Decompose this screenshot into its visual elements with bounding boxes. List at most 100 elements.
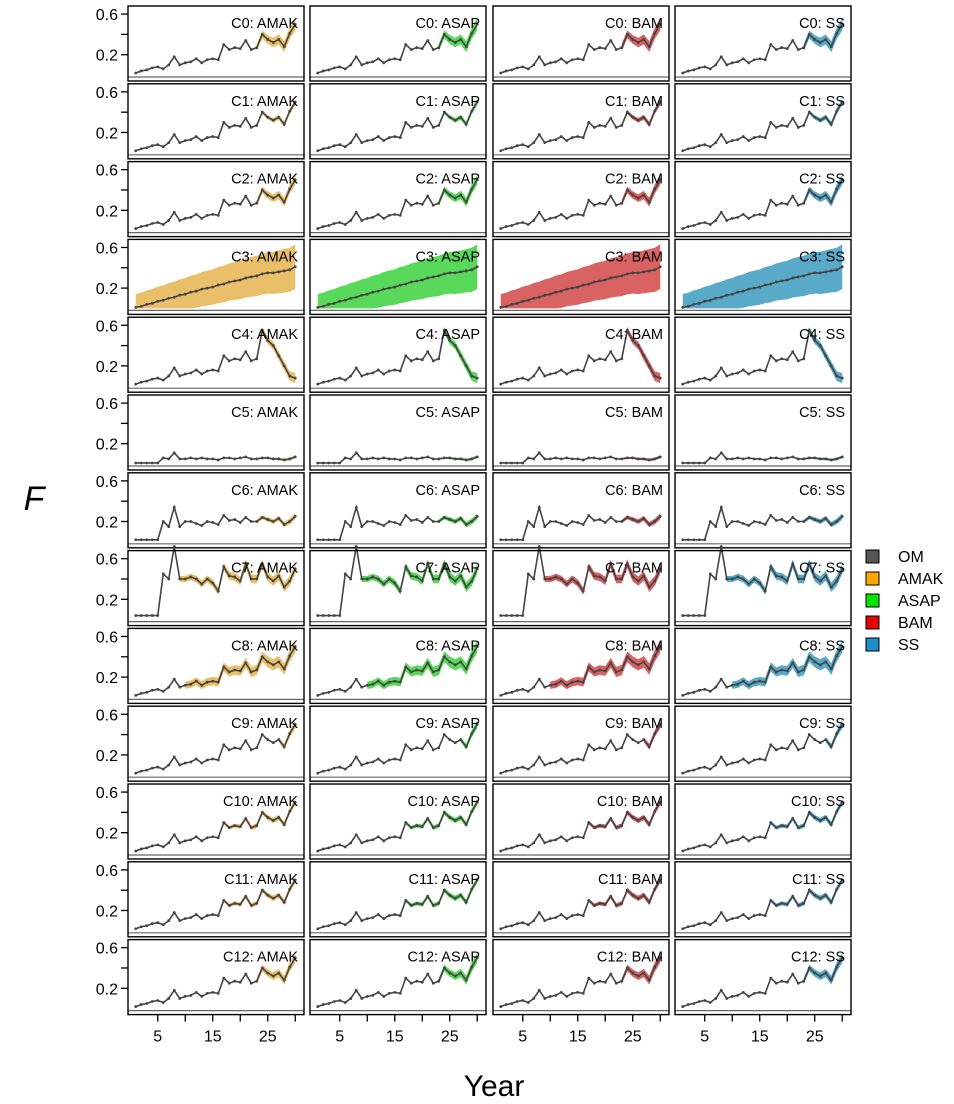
om-point — [592, 359, 596, 363]
om-point — [249, 48, 253, 52]
om-point — [365, 839, 369, 843]
om-point — [576, 835, 580, 839]
om-point — [387, 577, 391, 581]
om-point — [686, 1003, 690, 1006]
y-tick-label: 0.6 — [96, 552, 118, 569]
om-point — [543, 457, 547, 461]
om-point — [156, 538, 160, 542]
om-point — [475, 22, 479, 26]
om-point — [653, 457, 657, 461]
om-point — [587, 282, 591, 286]
om-point — [813, 738, 817, 742]
om-point — [570, 914, 574, 917]
om-point — [499, 71, 503, 75]
om-point — [332, 844, 336, 848]
om-point — [510, 302, 514, 306]
om-point — [752, 58, 756, 62]
om-point — [194, 577, 198, 581]
panel-label: C3: ASAP — [416, 249, 480, 265]
om-point — [813, 518, 817, 521]
om-point — [598, 457, 602, 461]
om-point — [625, 110, 629, 114]
om-point — [515, 688, 519, 692]
om-point — [565, 683, 569, 687]
om-point — [200, 287, 204, 291]
om-point — [576, 135, 580, 138]
om-point — [437, 357, 441, 361]
panel-C7-ASAP: C7: ASAP — [309, 545, 487, 627]
om-point — [642, 816, 646, 819]
om-point — [730, 520, 734, 523]
om-point — [255, 46, 259, 49]
om-point — [642, 517, 646, 520]
panel-C10-BAM: C10: BAM — [492, 783, 670, 860]
om-point — [802, 520, 806, 523]
om-point — [332, 922, 336, 926]
om-point — [504, 225, 508, 228]
om-point — [420, 358, 424, 362]
y-tick-label: 0.2 — [96, 826, 118, 843]
om-point — [829, 667, 833, 671]
panel-label: C12: AMAK — [223, 950, 298, 966]
om-point — [316, 71, 320, 75]
om-point — [134, 149, 138, 153]
om-point — [194, 990, 198, 994]
panel-border — [309, 861, 487, 938]
panel-border — [309, 83, 487, 160]
panel-C8-ASAP: C8: ASAP — [309, 627, 487, 705]
om-point — [796, 981, 800, 985]
om-point — [686, 847, 690, 851]
om-point — [150, 66, 154, 70]
om-point — [161, 923, 165, 927]
om-point — [526, 67, 530, 71]
om-point — [752, 758, 756, 762]
om-point — [293, 376, 297, 380]
om-point — [725, 374, 729, 378]
om-point — [763, 836, 767, 840]
om-point — [398, 523, 402, 526]
om-point — [183, 139, 187, 143]
om-point — [818, 819, 822, 822]
om-point — [134, 71, 138, 75]
om-point — [515, 922, 519, 926]
panel-label: C10: ASAP — [407, 794, 480, 810]
om-point — [260, 516, 264, 519]
om-point — [747, 995, 751, 998]
panel-border — [674, 5, 852, 82]
om-point — [620, 357, 624, 361]
om-point — [526, 572, 530, 576]
om-point — [327, 846, 331, 850]
om-point — [393, 135, 397, 138]
om-point — [453, 896, 457, 900]
om-point — [244, 350, 248, 354]
om-point — [349, 374, 353, 378]
om-point — [338, 299, 342, 303]
om-point — [653, 520, 657, 523]
om-point — [692, 768, 696, 772]
om-point — [255, 668, 259, 672]
panel-label: C9: AMAK — [231, 716, 298, 732]
om-point — [653, 732, 657, 735]
om-point — [178, 293, 182, 297]
om-point — [470, 457, 474, 461]
om-point — [736, 682, 740, 686]
om-point — [282, 523, 286, 526]
om-point — [178, 63, 182, 67]
om-point — [791, 276, 795, 280]
om-point — [554, 138, 558, 142]
om-point — [758, 990, 762, 994]
panel-label: C8: BAM — [605, 638, 663, 654]
om-point — [382, 917, 386, 921]
om-point — [371, 994, 375, 997]
om-point — [543, 763, 547, 767]
om-point — [156, 65, 160, 69]
om-point — [161, 378, 165, 382]
om-point — [233, 668, 237, 672]
om-point — [736, 760, 740, 764]
om-point — [758, 679, 762, 683]
om-point — [791, 739, 795, 743]
om-point — [415, 824, 419, 827]
om-point — [576, 368, 580, 372]
om-point — [813, 575, 817, 579]
om-point — [647, 458, 651, 462]
